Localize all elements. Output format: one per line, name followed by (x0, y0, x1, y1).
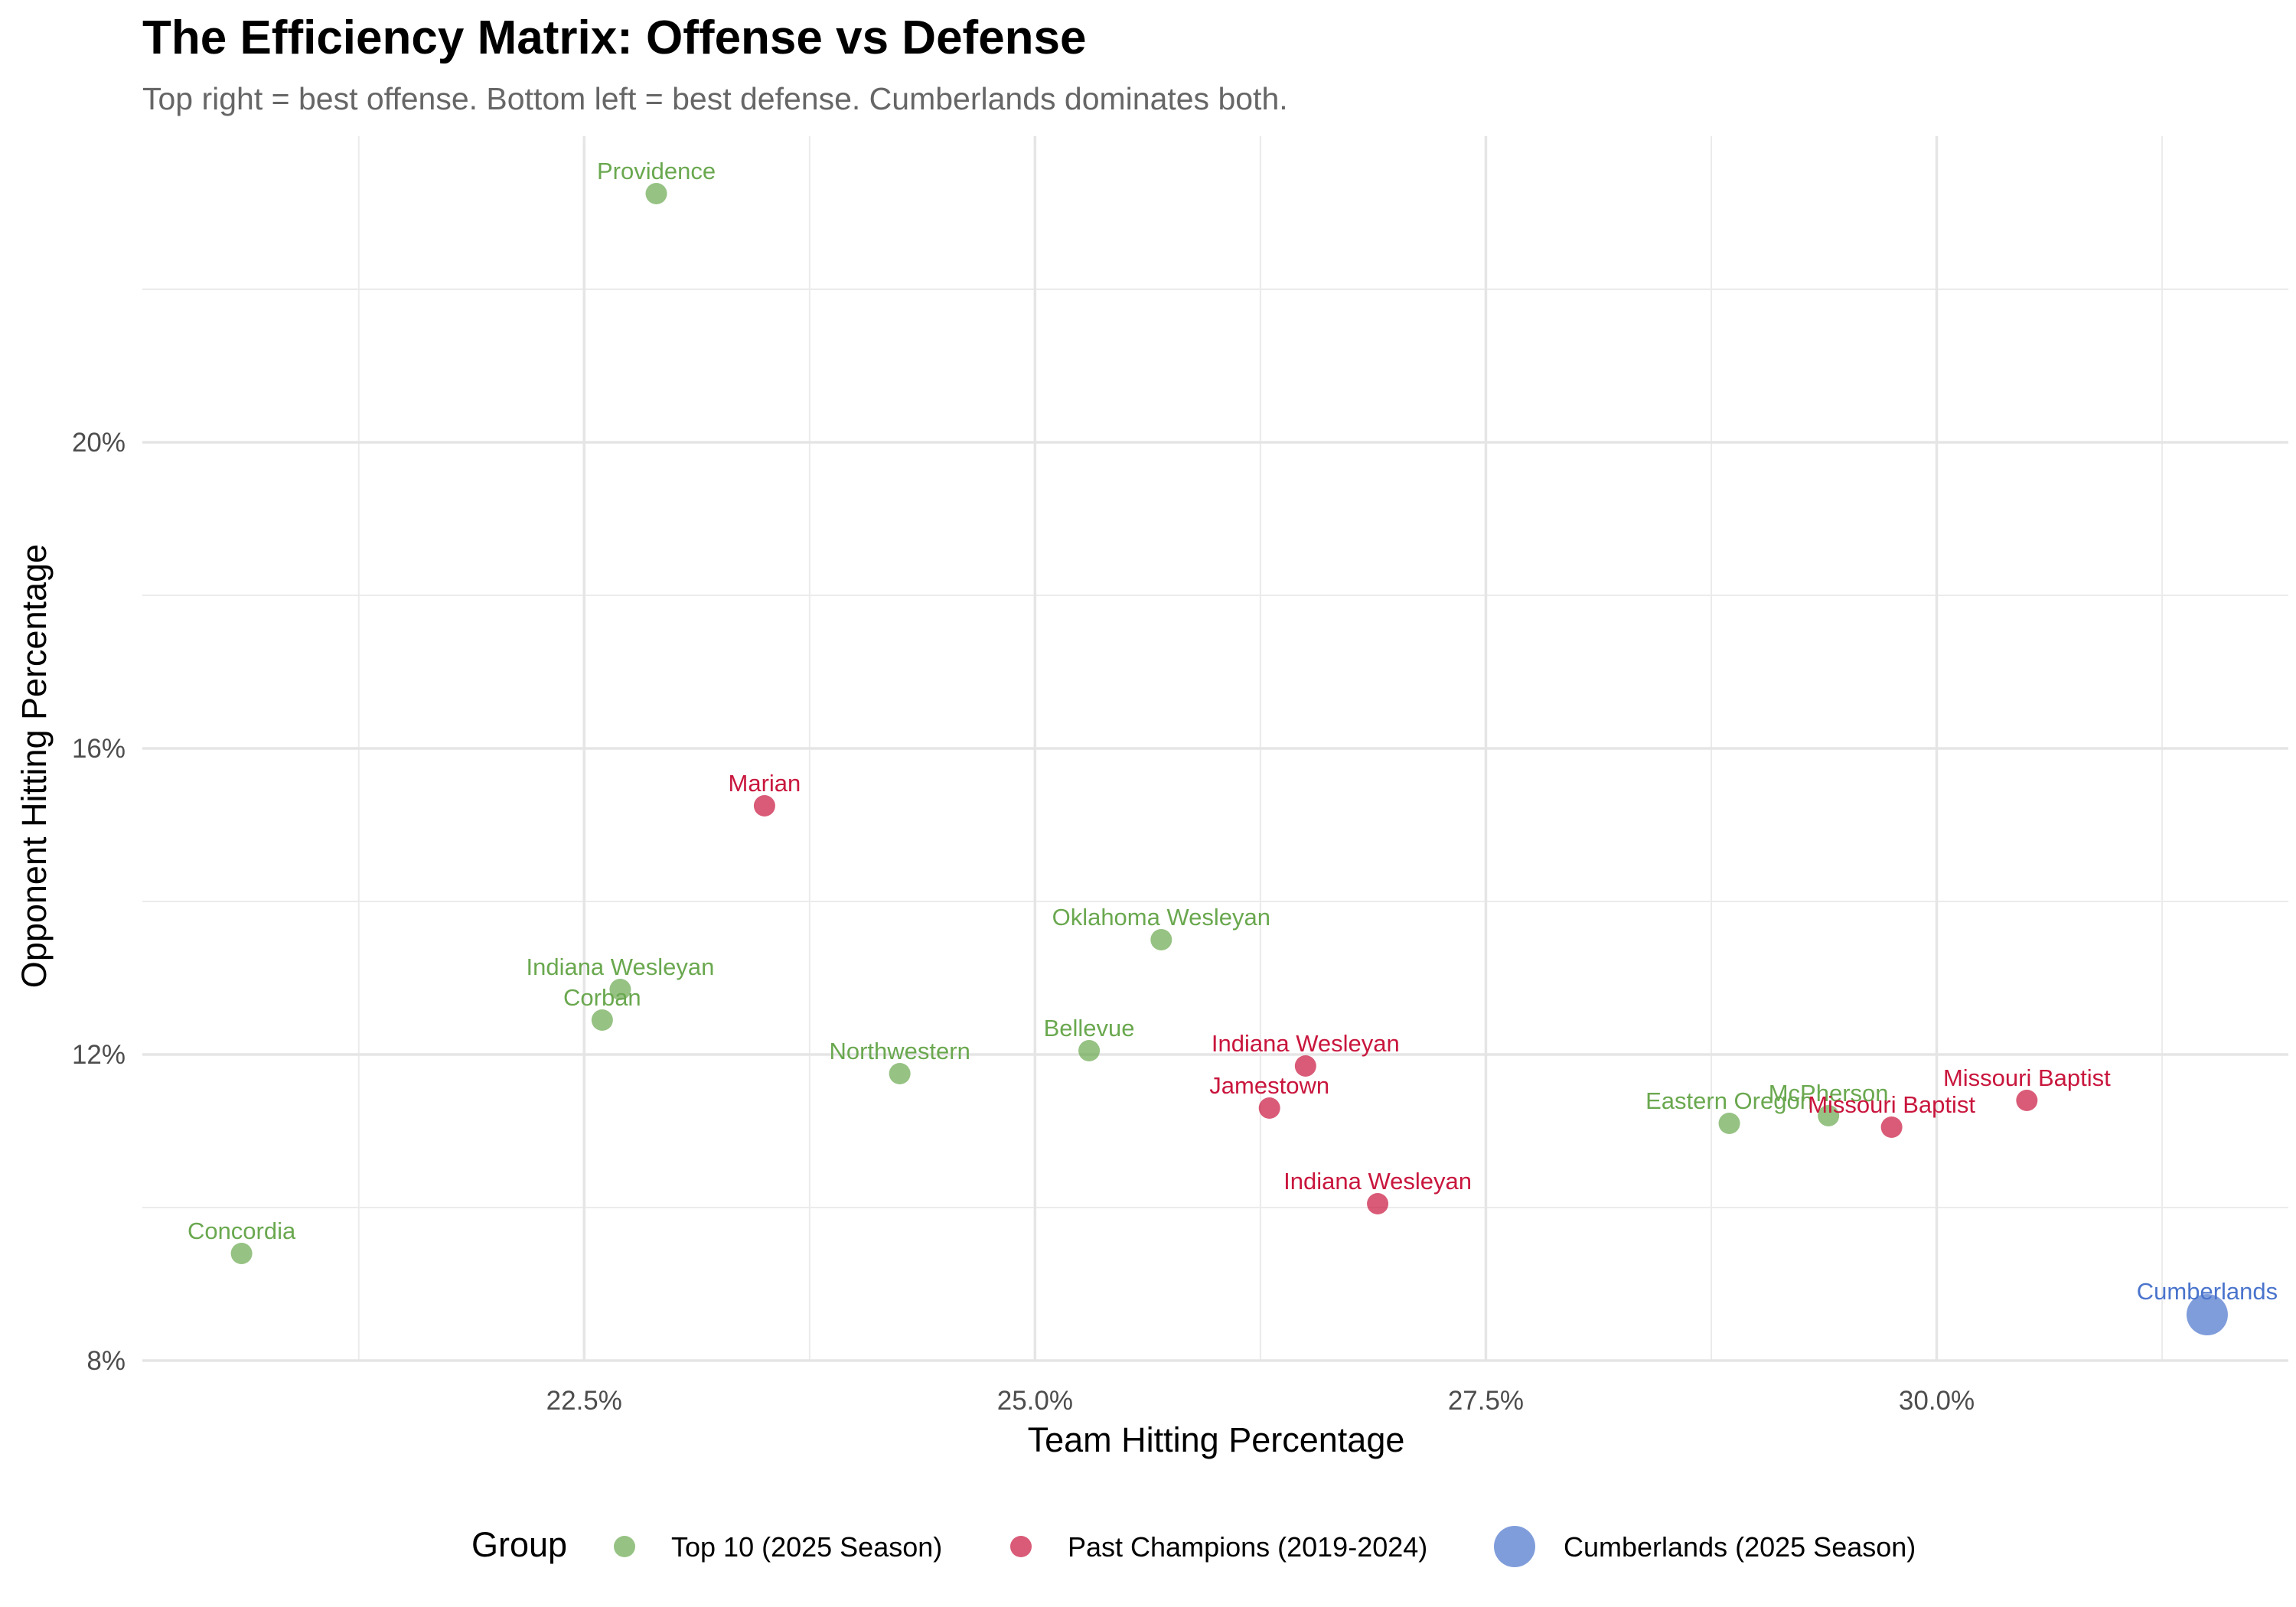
data-point (1367, 1193, 1389, 1214)
x-tick-label: 27.5% (1448, 1386, 1524, 1416)
point-label: Corban (563, 984, 641, 1011)
data-point (1818, 1105, 1840, 1126)
point-label: Indiana Wesleyan (1283, 1168, 1472, 1195)
point-label: McPherson (1769, 1080, 1889, 1107)
y-axis-title: Opponent Hitting Percentage (15, 544, 54, 988)
point-label: Indiana Wesleyan (526, 953, 714, 980)
point-label: Bellevue (1044, 1015, 1135, 1041)
data-points (230, 183, 2228, 1335)
legend-label: Past Champions (2019-2024) (1068, 1531, 1427, 1563)
x-tick-label: 22.5% (546, 1386, 622, 1416)
chart-title: The Efficiency Matrix: Offense vs Defens… (142, 11, 1087, 64)
legend-title: Group (471, 1525, 567, 1564)
point-label: Northwestern (829, 1038, 970, 1064)
legend-label: Cumberlands (2025 Season) (1564, 1531, 1916, 1563)
data-point (1880, 1116, 1903, 1138)
data-point (889, 1063, 911, 1084)
data-point (1718, 1113, 1740, 1134)
x-tick-label: 25.0% (997, 1386, 1073, 1416)
x-axis-title: Team Hitting Percentage (1028, 1420, 1405, 1459)
data-point (1078, 1040, 1101, 1061)
chart-subtitle: Top right = best offense. Bottom left = … (142, 81, 1288, 116)
legend: Group Top 10 (2025 Season) Past Champions… (471, 1525, 1916, 1567)
point-label: Cumberlands (2137, 1278, 2278, 1305)
legend-label: Top 10 (2025 Season) (671, 1531, 942, 1563)
legend-key (614, 1536, 635, 1557)
data-point (230, 1243, 253, 1264)
data-point (591, 1009, 613, 1031)
point-label: Marian (729, 770, 801, 797)
data-point (1258, 1097, 1280, 1119)
x-tick-label: 30.0% (1899, 1386, 1975, 1416)
point-label: Missouri Baptist (1808, 1091, 1975, 1118)
point-label: Indiana Wesleyan (1212, 1030, 1400, 1057)
data-point (753, 795, 775, 817)
data-point (609, 979, 631, 1000)
legend-key (1494, 1526, 1535, 1567)
legend-key (1010, 1536, 1032, 1557)
point-label: Concordia (188, 1217, 296, 1244)
point-label: Oklahoma Wesleyan (1052, 904, 1270, 931)
data-point (1150, 929, 1172, 950)
point-label: Eastern Oregon (1645, 1087, 1813, 1114)
data-point (2186, 1294, 2228, 1335)
data-point (2016, 1090, 2038, 1111)
point-label: Jamestown (1209, 1072, 1329, 1099)
y-tick-label: 8% (86, 1346, 126, 1376)
y-tick-label: 16% (72, 734, 126, 764)
y-tick-label: 12% (72, 1040, 126, 1070)
point-label: Providence (597, 158, 716, 184)
grid-lines (142, 136, 2288, 1362)
data-point (645, 183, 667, 204)
point-labels: Providence Concordia Indiana Wesleyan Corba… (188, 158, 2278, 1305)
data-point (1294, 1055, 1316, 1077)
y-tick-label: 20% (72, 428, 126, 458)
point-label: Missouri Baptist (1943, 1064, 2111, 1091)
axis-ticks: 22.5% 25.0% 27.5% 30.0% 8% 12% 16% 20% (72, 428, 1975, 1416)
